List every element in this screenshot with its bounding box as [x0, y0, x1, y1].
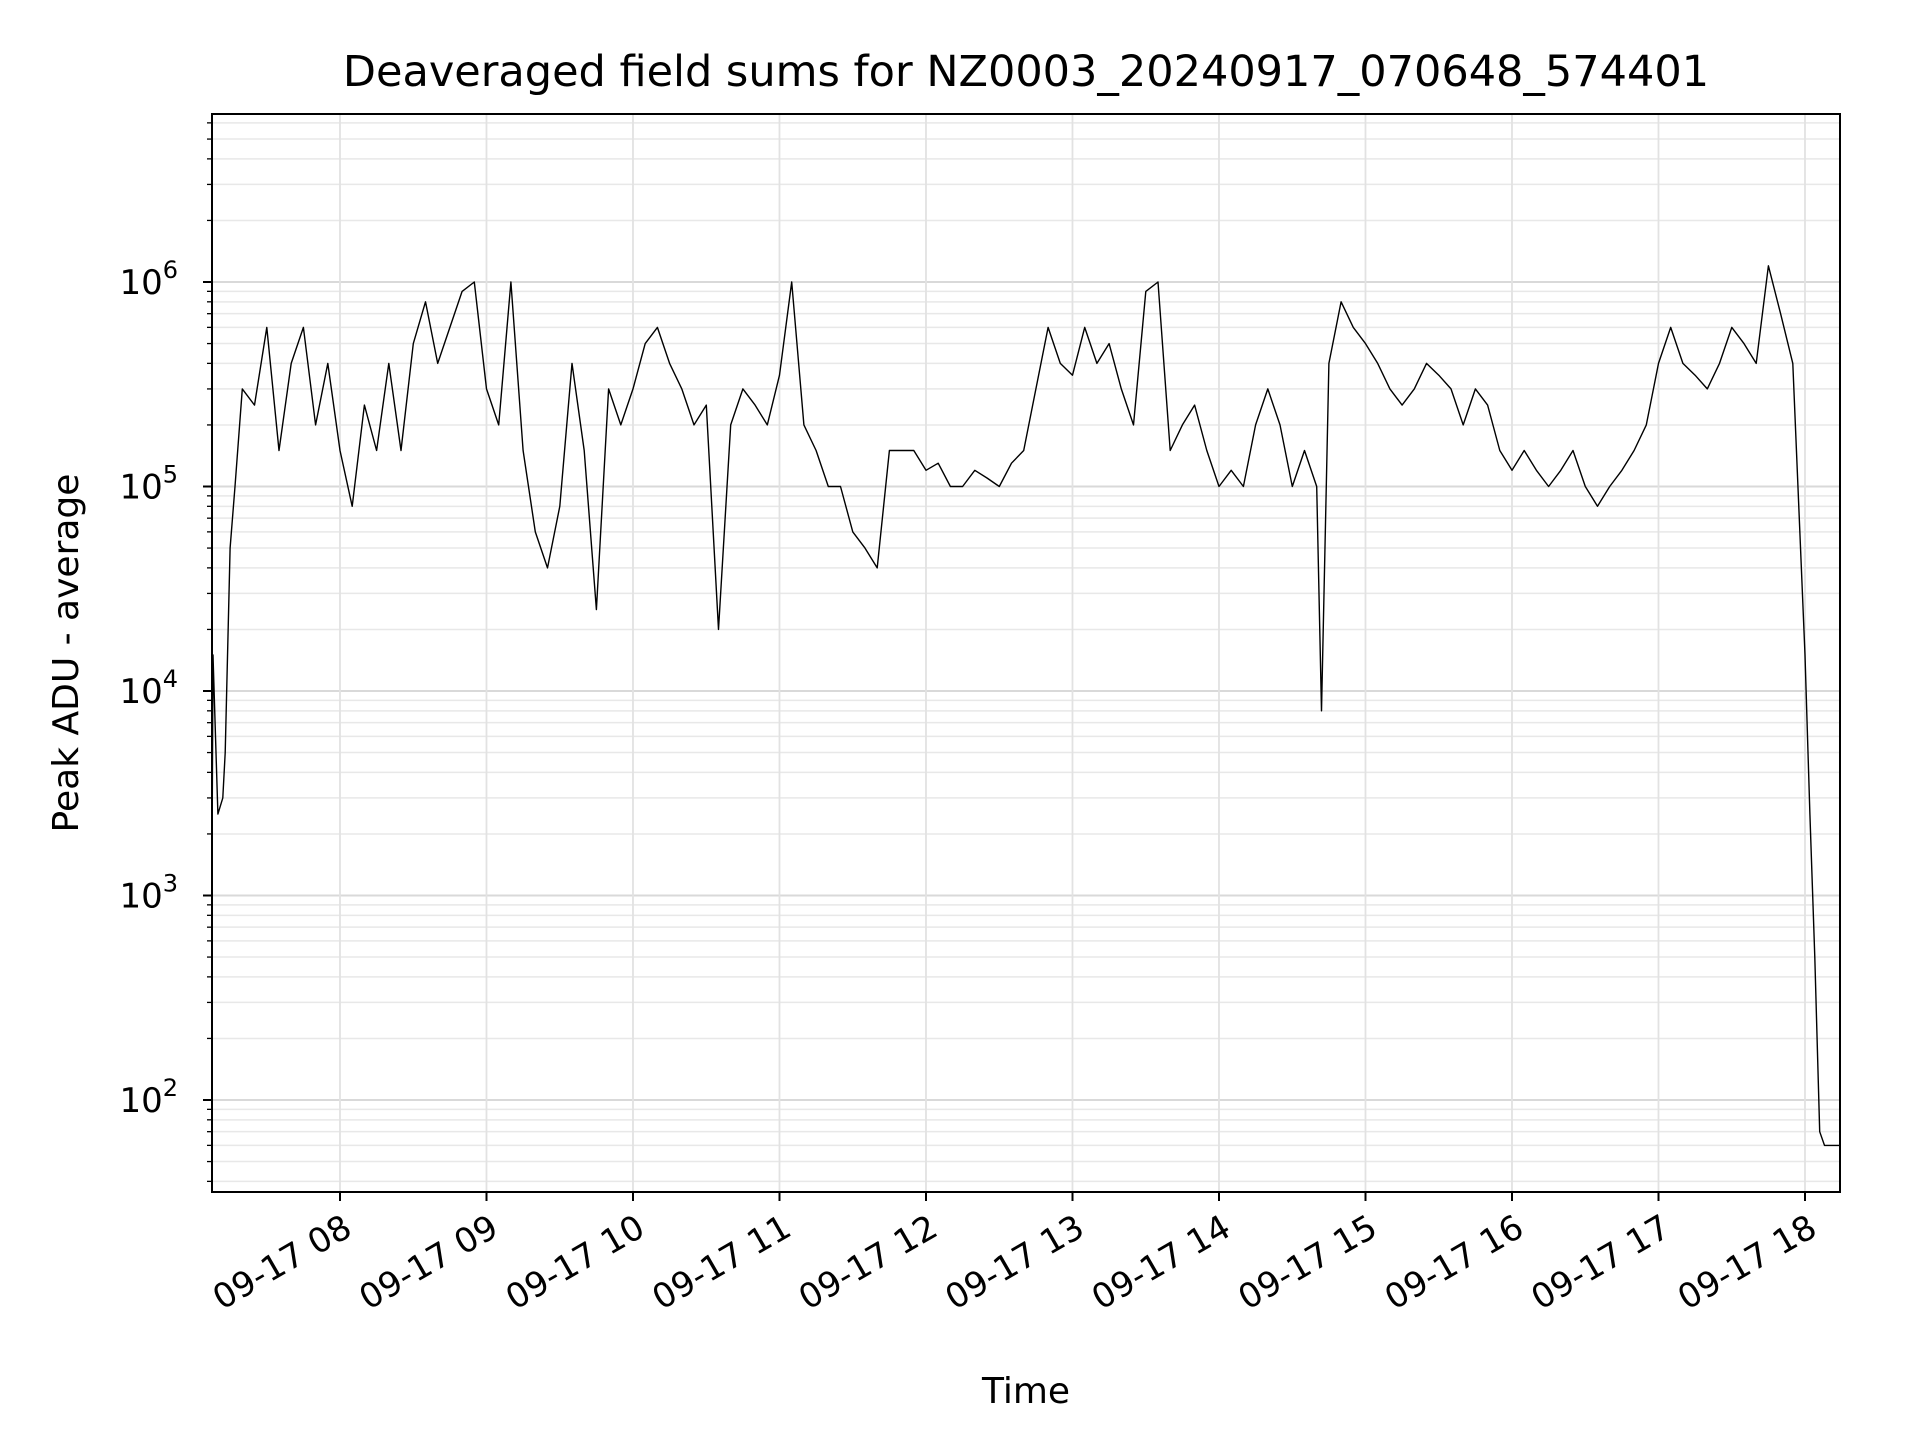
series-line — [211, 265, 1840, 1147]
y-tick-label: 104 — [119, 665, 178, 712]
y-tick-label: 105 — [119, 461, 178, 508]
plot-frame — [211, 113, 1841, 1193]
y-tick-label: 102 — [119, 1074, 178, 1121]
x-axis-label: Time — [981, 1371, 1070, 1412]
y-tick-label: 106 — [119, 256, 178, 303]
plot-area — [211, 265, 1840, 1147]
chart-title: Deaveraged field sums for NZ0003_2024091… — [343, 47, 1709, 97]
y-tick-label: 103 — [119, 870, 178, 917]
grid — [212, 114, 1840, 1192]
y-axis-label: Peak ADU - average — [46, 474, 87, 833]
